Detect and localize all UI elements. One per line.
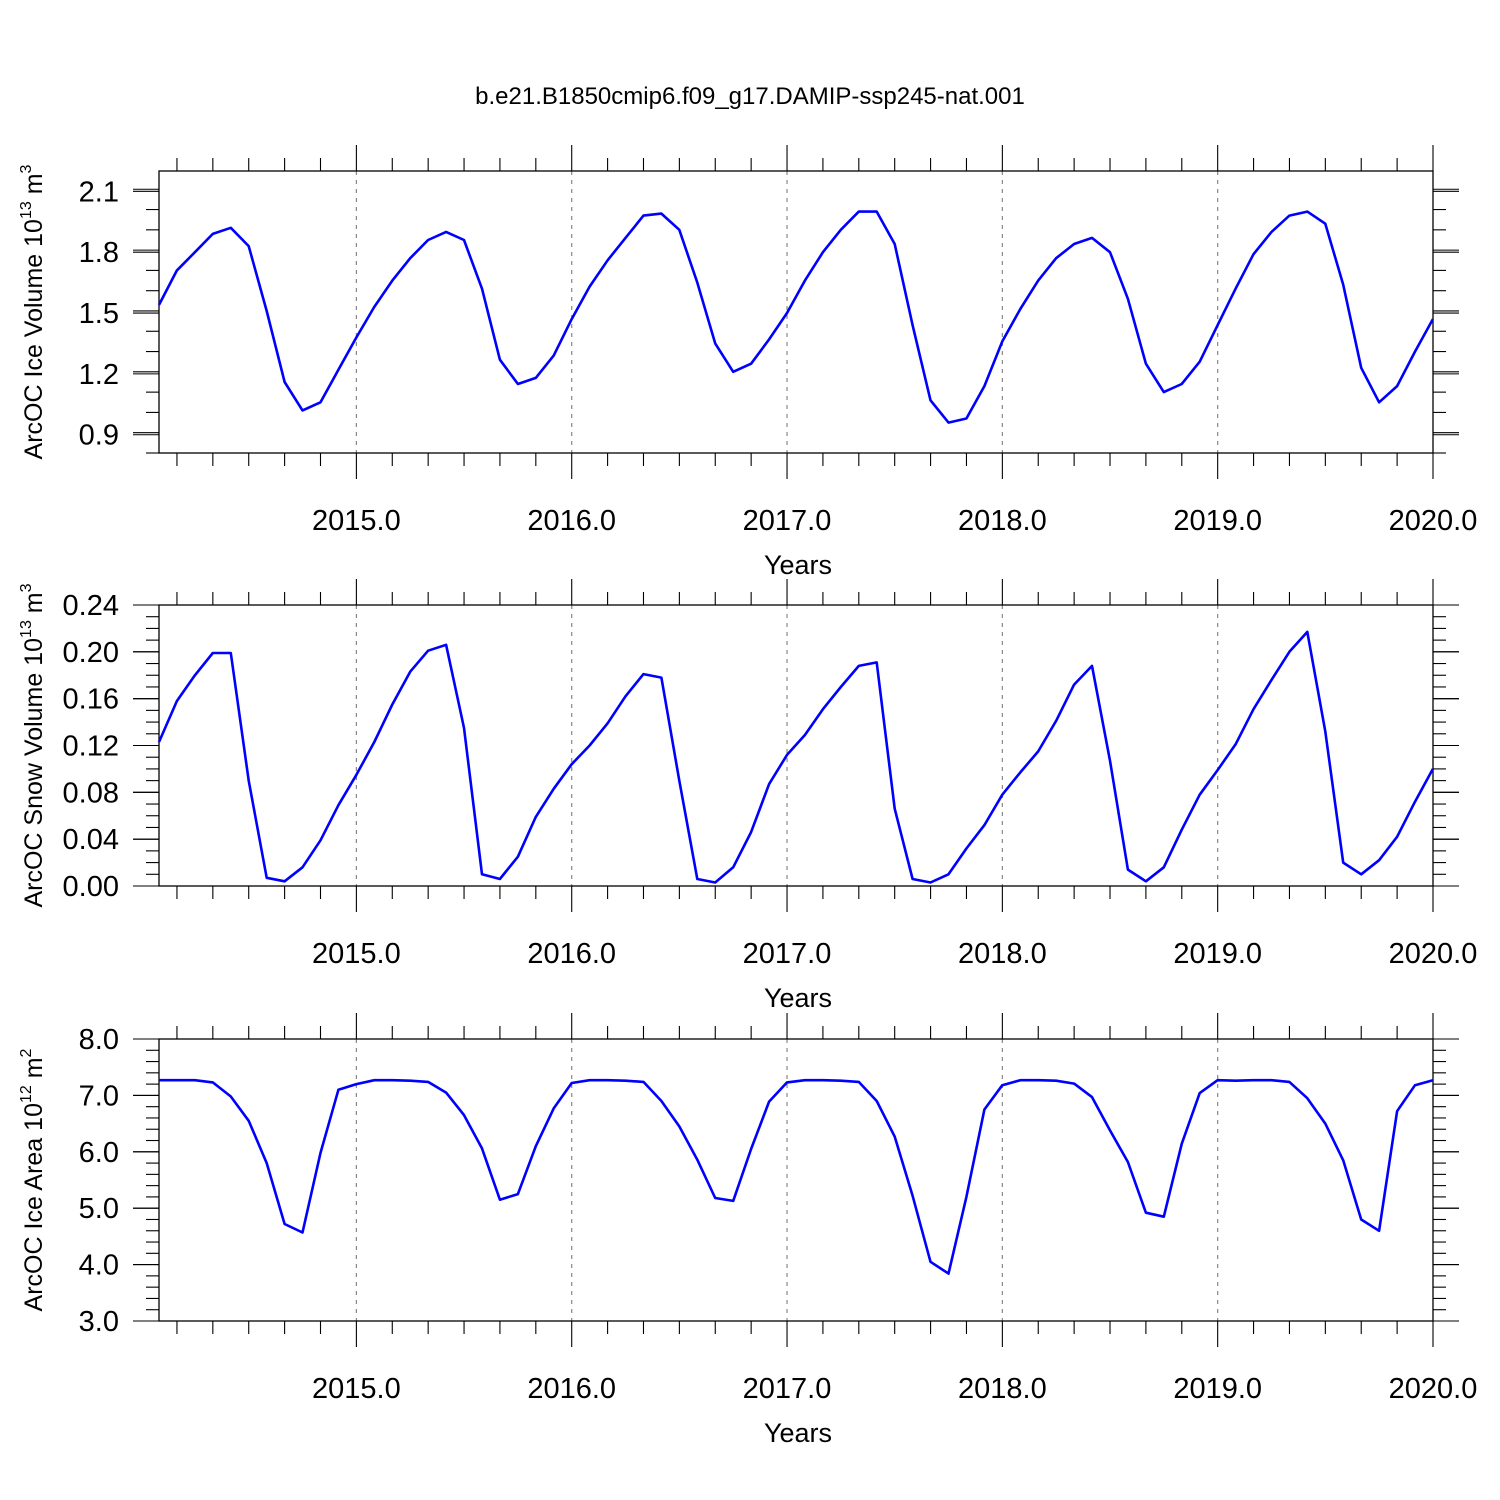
panels: 2015.0 2016.0 2017.0 2018.0 2019.0 2020.0 Year… [18,145,1477,1448]
data-series-line [157,630,1435,884]
y-tick-label: 1.5 [79,298,119,330]
x-tick-label: 2019.0 [1173,505,1262,537]
x-tick-label: 2018.0 [958,1373,1047,1405]
chart-panel-3: 2015.0 2016.0 2017.0 2018.0 2019.0 2020.0 Year… [18,1013,1477,1448]
y-label-unit-exponent: 3 [18,164,35,173]
y-label-text: ArcOC Ice Volume 10 [20,219,48,459]
chart-panel-2: 2015.0 2016.0 2017.0 2018.0 2019.0 2020.0 Year… [18,579,1477,1013]
y-label-exponent: 13 [18,201,35,219]
x-tick-label: 2018.0 [958,938,1047,970]
y-tick-label: 1.8 [79,237,119,269]
x-tick-label: 2019.0 [1173,938,1262,970]
y-tick-label: 3.0 [79,1306,119,1338]
y-label-exponent: 13 [18,620,35,638]
x-tick-label: 2016.0 [527,505,616,537]
x-tick-label: 2019.0 [1173,1373,1262,1405]
y-tick-label: 0.08 [63,777,119,809]
y-tick-label: 0.20 [63,637,119,669]
x-tick-label: 2015.0 [312,938,401,970]
y-tick-label: 2.1 [79,176,119,208]
y-tick-label: 0.00 [63,871,119,903]
x-tick-label: 2017.0 [743,505,832,537]
x-axis-label: Years [764,1418,832,1448]
x-axis-label: Years [764,983,832,1013]
y-label-unit: m [20,1057,48,1085]
y-tick-label: 0.9 [79,420,119,452]
y-tick-label: 5.0 [79,1193,119,1225]
y-label-unit: m [20,173,48,201]
y-tick-label: 6.0 [79,1137,119,1169]
y-tick-label: 4.0 [79,1250,119,1282]
x-tick-label: 2020.0 [1389,505,1478,537]
plot-frame [158,1038,1434,1322]
x-tick-label: 2016.0 [527,1373,616,1405]
y-tick-label: 0.12 [63,731,119,763]
y-tick-label: 0.04 [63,824,119,856]
y-tick-label: 7.0 [79,1080,119,1112]
y-axis-label: ArcOC Snow Volume 1013 m3 [18,583,48,907]
y-label-unit-exponent: 3 [18,583,35,592]
x-tick-label: 2017.0 [743,1373,832,1405]
y-axis-label: ArcOC Ice Area 1012 m2 [18,1048,48,1311]
y-axis-label: ArcOC Ice Volume 1013 m3 [18,164,48,459]
y-label-text: ArcOC Ice Area 10 [20,1103,48,1311]
y-label-exponent: 12 [18,1085,35,1103]
figure-title: b.e21.B1850cmip6.f09_g17.DAMIP-ssp245-na… [475,83,1025,110]
x-tick-label: 2020.0 [1389,1373,1478,1405]
y-tick-label: 0.16 [63,684,119,716]
x-tick-label: 2020.0 [1389,938,1478,970]
x-tick-label: 2016.0 [527,938,616,970]
x-tick-label: 2015.0 [312,505,401,537]
x-tick-label: 2015.0 [312,1373,401,1405]
data-series-line [159,1078,1434,1275]
y-label-unit-exponent: 2 [18,1048,35,1057]
x-tick-label: 2018.0 [958,505,1047,537]
y-tick-label: 0.24 [63,590,119,622]
x-axis-label: Years [764,550,832,580]
data-series-line [157,210,1435,424]
chart-panel-1: 2015.0 2016.0 2017.0 2018.0 2019.0 2020.0 Year… [18,145,1477,580]
y-label-text: ArcOC Snow Volume 10 [20,638,48,908]
y-tick-label: 1.2 [79,359,119,391]
y-tick-label: 8.0 [79,1024,119,1056]
y-label-unit: m [20,592,48,620]
plot-frame [158,170,1434,454]
x-tick-label: 2017.0 [743,938,832,970]
